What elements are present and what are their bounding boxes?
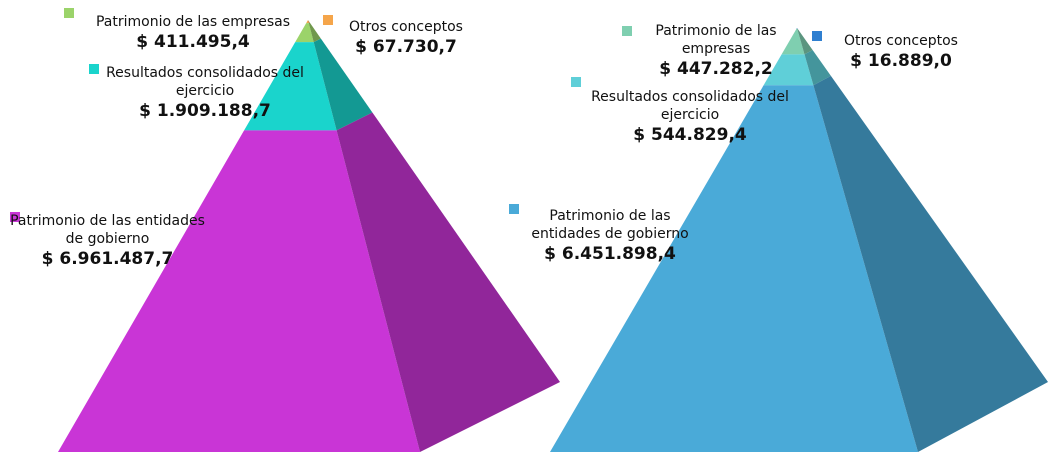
segment-side: [313, 38, 373, 131]
pyramid-segment: [58, 112, 560, 452]
category-label: Patrimonio de las empresas: [655, 23, 777, 57]
data-label: Patrimonio de las empresas $ 411.495,4: [78, 13, 308, 53]
category-label: Patrimonio de las empresas: [95, 14, 291, 30]
pyramid-segment: [306, 20, 310, 24]
segment-front: [295, 23, 314, 43]
value-label: $ 67.730,7: [355, 37, 457, 57]
category-label: Resultados consolidados del ejercicio: [106, 65, 304, 99]
category-label: Patrimonio de las entidades de gobierno: [10, 213, 205, 247]
pyramid-segment: [796, 28, 798, 29]
legend-swatch: [323, 15, 333, 25]
data-label: Resultados consolidados del ejercicio $ 5…: [585, 88, 795, 146]
value-label: $ 447.282,2: [659, 59, 773, 79]
segment-side: [308, 22, 321, 43]
segment-side: [797, 28, 813, 55]
category-label: Otros conceptos: [844, 33, 958, 49]
category-label: Otros conceptos: [349, 19, 463, 35]
data-label: Patrimonio de las empresas $ 447.282,2: [636, 22, 796, 80]
segment-front: [244, 42, 337, 131]
pyramid-segment: [295, 22, 321, 43]
legend-swatch: [812, 31, 822, 41]
segment-front: [781, 29, 805, 55]
segment-side: [813, 75, 1048, 453]
pyramid-segment: [781, 28, 813, 55]
legend-swatch: [10, 212, 20, 222]
segment-side: [336, 112, 560, 452]
segment-front: [306, 20, 309, 24]
data-label: Resultados consolidados del ejercicio $ 1…: [100, 64, 310, 122]
data-label: Patrimonio de las entidades de gobierno $…: [0, 212, 215, 270]
legend-swatch: [64, 8, 74, 18]
category-label: Patrimonio de las entidades de gobierno: [531, 208, 689, 242]
legend-swatch: [89, 64, 99, 74]
value-label: $ 6.961.487,7: [41, 249, 174, 269]
value-label: $ 544.829,4: [633, 125, 747, 145]
segment-side: [308, 20, 310, 24]
value-label: $ 6.451.898,4: [544, 244, 676, 264]
value-label: $ 16.889,0: [850, 51, 952, 71]
pyramid-segment: [763, 50, 831, 86]
data-label: Otros conceptos $ 67.730,7: [336, 18, 476, 58]
value-label: $ 411.495,4: [136, 32, 250, 52]
segment-front: [550, 85, 918, 453]
segment-front: [763, 54, 814, 86]
segment-front: [58, 130, 420, 452]
legend-swatch: [622, 26, 632, 36]
category-label: Resultados consolidados del ejercicio: [591, 89, 789, 123]
segment-side: [797, 28, 798, 29]
pyramid-segment: [244, 38, 373, 131]
pyramid-segment: [550, 75, 1048, 453]
legend-swatch: [571, 77, 581, 87]
legend-swatch: [509, 204, 519, 214]
segment-front: [796, 28, 798, 29]
value-label: $ 1.909.188,7: [139, 101, 271, 121]
data-label: Otros conceptos $ 16.889,0: [826, 32, 976, 72]
data-label: Patrimonio de las entidades de gobierno $…: [515, 207, 705, 265]
segment-side: [804, 50, 831, 86]
